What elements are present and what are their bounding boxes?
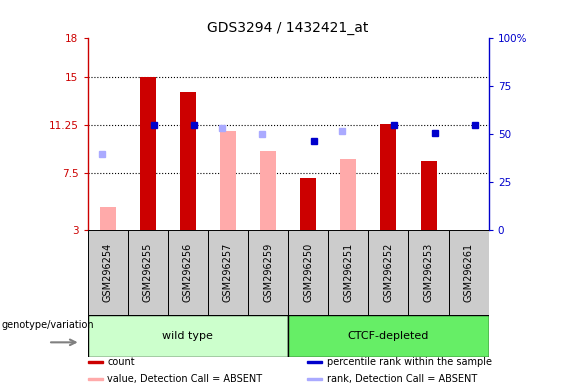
Bar [449,230,489,315]
Bar [408,230,449,315]
Bar [88,230,128,315]
Bar [307,379,323,380]
Text: GSM296261: GSM296261 [464,243,473,302]
Bar [99,207,116,230]
Text: GSM296251: GSM296251 [344,243,353,302]
Text: genotype/variation: genotype/variation [2,320,94,331]
Text: value, Detection Call = ABSENT: value, Detection Call = ABSENT [107,374,262,384]
Bar [380,124,397,230]
Text: GSM296257: GSM296257 [223,243,233,302]
Bar [168,230,208,315]
Bar [220,131,236,230]
Text: rank, Detection Call = ABSENT: rank, Detection Call = ABSENT [327,374,477,384]
Bar [248,230,288,315]
Text: percentile rank within the sample: percentile rank within the sample [327,357,492,367]
Bar [307,361,323,362]
Bar [328,230,368,315]
Bar [288,315,489,357]
Text: CTCF-depleted: CTCF-depleted [347,331,429,341]
Bar [88,361,103,362]
Text: GSM296253: GSM296253 [424,243,433,302]
Bar [88,379,103,380]
Text: GSM296252: GSM296252 [384,243,393,302]
Bar [288,230,328,315]
Text: GSM296254: GSM296254 [103,243,112,302]
Bar [260,151,276,230]
Bar [340,159,357,230]
Text: GSM296250: GSM296250 [303,243,313,302]
Bar [140,77,156,230]
Text: wild type: wild type [162,331,214,341]
Text: count: count [107,357,135,367]
Title: GDS3294 / 1432421_at: GDS3294 / 1432421_at [207,21,369,35]
Bar [128,230,168,315]
Bar [88,315,288,357]
Bar [420,161,437,230]
Bar [368,230,408,315]
Text: GSM296255: GSM296255 [143,243,153,302]
Text: GSM296256: GSM296256 [183,243,193,302]
Text: GSM296259: GSM296259 [263,243,273,302]
Bar [180,92,196,230]
Bar [300,178,316,230]
Bar [208,230,248,315]
